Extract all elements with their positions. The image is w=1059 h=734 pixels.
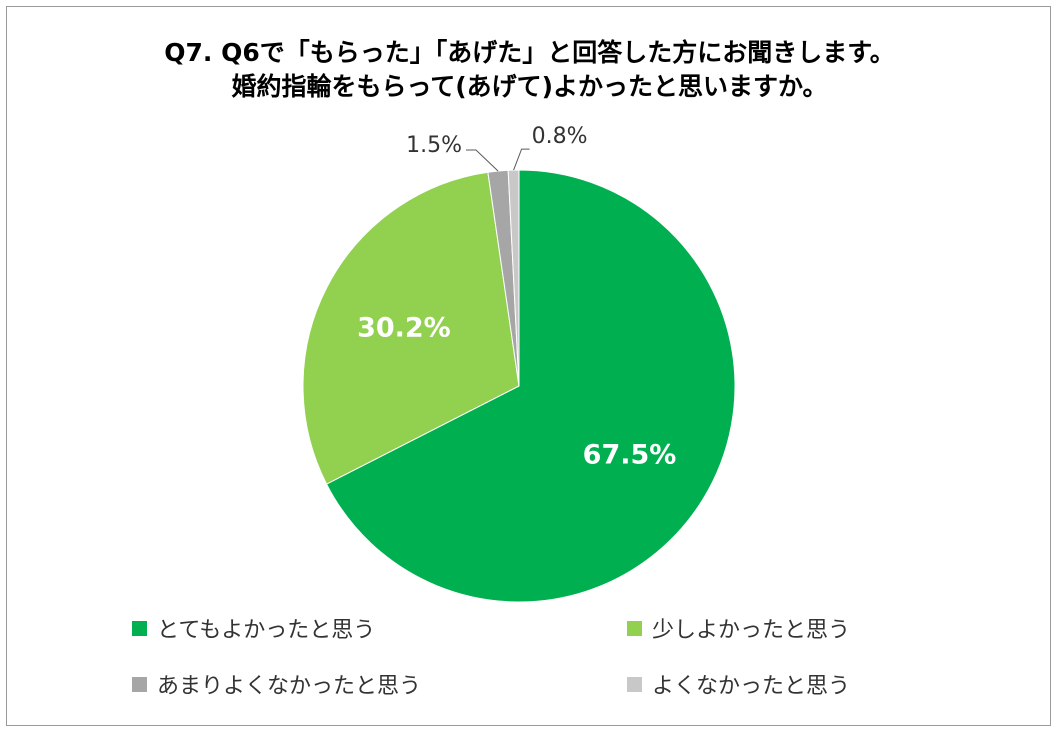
legend-item-1: 少しよかったと思う [627,612,850,644]
pie-slice-0 [325,169,736,603]
data-label-0: 67.5% [583,440,677,471]
legend-item-0: とてもよかったと思う [132,612,375,644]
chart-title-line-1: Q7. Q6で「もらった」「あげた」と回答した方にお聞きします。 [164,38,895,67]
pie-slice-1 [302,171,520,485]
legend-item-3: よくなかったと思う [627,668,850,700]
legend-swatch [132,676,147,692]
legend-label: あまりよくなかったと思う [157,674,422,699]
legend-item-2: あまりよくなかったと思う [132,668,421,700]
legend-swatch [627,620,642,636]
chart-title: Q7. Q6で「もらった」「あげた」と回答した方にお聞きします。 婚約指輪をもら… [0,36,1059,104]
leader-line-3 [513,148,530,171]
legend-label: よくなかったと思う [652,674,851,699]
legend-swatch [627,676,642,692]
legend-label: とてもよかったと思う [157,618,376,643]
data-label-2: 1.5% [406,133,462,158]
legend-label: 少しよかったと思う [652,618,851,643]
data-label-3: 0.8% [532,124,588,149]
leader-line-2 [466,149,499,172]
legend-swatch [132,620,147,636]
chart-title-line-2: 婚約指輪をもらって(あげて)よかったと思いますか。 [231,72,828,101]
data-label-1: 30.2% [357,312,451,343]
